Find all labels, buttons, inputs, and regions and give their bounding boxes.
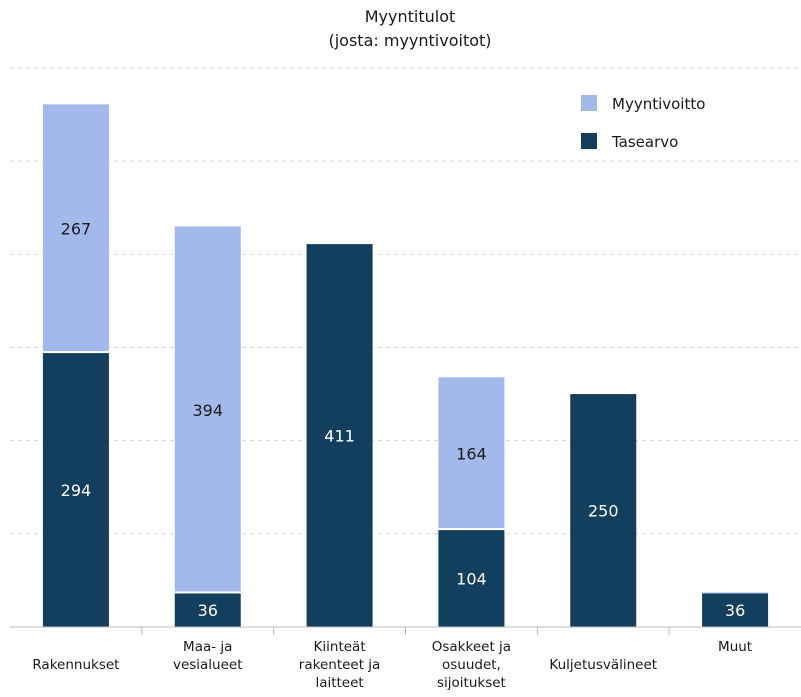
data-label-myyntivoitto: 267 bbox=[61, 220, 92, 239]
data-label-tasearvo: 411 bbox=[324, 427, 355, 446]
bars bbox=[42, 104, 769, 627]
bar-segment-myyntivoitto bbox=[174, 226, 241, 592]
category-label-line: laitteet bbox=[315, 675, 363, 691]
category-label: Osakkeet ja osuudet, sijoitukset bbox=[432, 639, 511, 691]
data-label-tasearvo: 294 bbox=[61, 481, 92, 500]
bar-segment-tasearvo bbox=[438, 530, 505, 627]
bar-segment-tasearvo bbox=[306, 244, 373, 627]
bar-segment-myyntivoitto bbox=[438, 377, 505, 529]
data-label-tasearvo: 36 bbox=[725, 601, 745, 620]
legend-swatch bbox=[581, 133, 597, 149]
x-axis: Rakennukset Maa- ja vesialueet Kiinteät rake… bbox=[10, 626, 801, 691]
grid-lines bbox=[10, 67, 801, 535]
legend: Myyntivoitto Tasearvo bbox=[581, 95, 705, 151]
category-label-line: Osakkeet ja bbox=[432, 639, 511, 655]
data-label-myyntivoitto: 164 bbox=[456, 445, 487, 464]
category-label-line: rakenteet ja bbox=[299, 657, 381, 673]
category-label-line: osuudet, bbox=[442, 657, 501, 673]
chart-title-block: Myyntitulot (josta: myyntivoitot) bbox=[328, 7, 491, 50]
data-label-tasearvo: 250 bbox=[588, 502, 619, 521]
legend-label: Myyntivoitto bbox=[612, 95, 705, 113]
legend-swatch bbox=[581, 95, 597, 111]
category-label-line: Kiinteät bbox=[314, 639, 366, 655]
bar-segment-tasearvo bbox=[570, 394, 637, 627]
category-label-line: Kuljetusvälineet bbox=[549, 657, 657, 673]
data-label-tasearvo: 104 bbox=[456, 570, 487, 589]
bar-segment-tasearvo bbox=[702, 593, 769, 627]
category-label: Muut bbox=[718, 639, 752, 655]
category-label: Kuljetusvälineet bbox=[549, 657, 657, 673]
category-label-line: Rakennukset bbox=[32, 657, 119, 673]
bar-segment-myyntivoitto bbox=[42, 104, 109, 352]
category-label-line: sijoitukset bbox=[437, 675, 506, 691]
category-label: Kiinteät rakenteet ja laitteet bbox=[299, 639, 381, 691]
bar-segment-tasearvo bbox=[42, 353, 109, 627]
chart-subtitle: (josta: myyntivoitot) bbox=[328, 31, 491, 50]
chart-title: Myyntitulot bbox=[365, 7, 456, 26]
category-label-line: Muut bbox=[718, 639, 752, 655]
data-labels: 267 294 394 36 411 164 104 250 36 bbox=[61, 220, 746, 621]
category-label: Maa- ja vesialueet bbox=[173, 639, 243, 673]
bar-segment-myyntivoitto bbox=[702, 592, 769, 594]
legend-label: Tasearvo bbox=[611, 133, 678, 151]
data-label-tasearvo: 36 bbox=[198, 601, 218, 620]
data-label-myyntivoitto: 394 bbox=[192, 401, 223, 420]
category-label-line: Maa- ja bbox=[183, 639, 232, 655]
category-label: Rakennukset bbox=[32, 657, 119, 673]
category-label-line: vesialueet bbox=[173, 657, 243, 673]
bar-segment-tasearvo bbox=[174, 593, 241, 627]
